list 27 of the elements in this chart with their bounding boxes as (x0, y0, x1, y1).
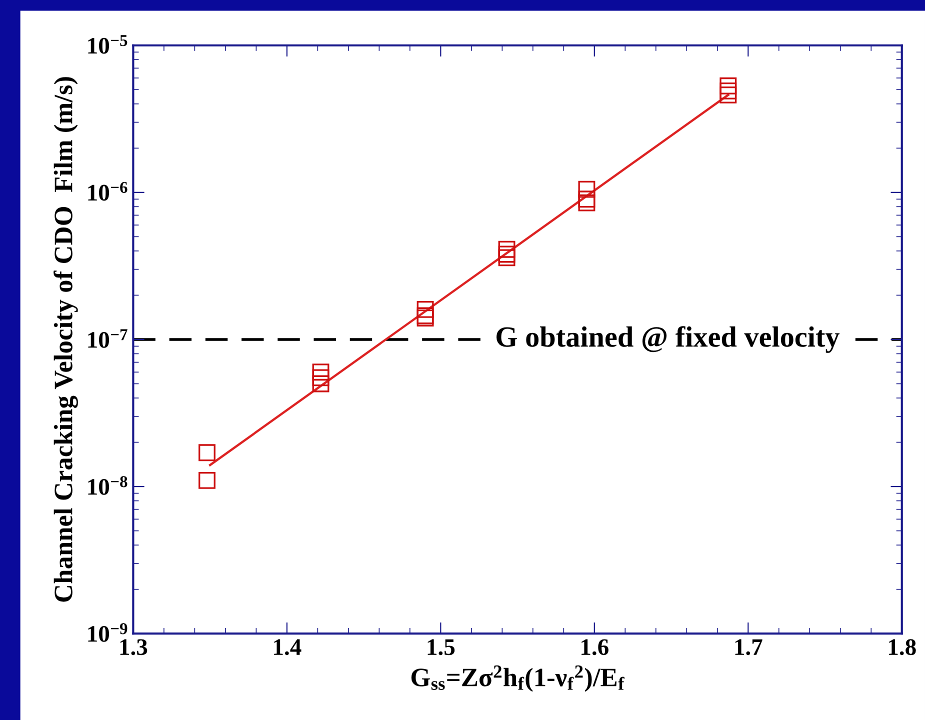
point (312, 369, 330, 386)
point (498, 246, 516, 263)
point (498, 240, 516, 258)
x-tick-label: 1.5 (428, 639, 455, 656)
point (578, 180, 596, 198)
point (720, 86, 737, 104)
y-tick-label: 10$^{−6}$ (88, 182, 128, 201)
y-tick-label: 10$^{−7}$ (88, 329, 128, 348)
point (312, 375, 330, 392)
ref-line-label: G obtained @ fixed velocity (496, 326, 840, 353)
y-tick-label: 10$^{−5}$ (88, 35, 128, 54)
y-tick-label: 10$^{−8}$ (88, 476, 128, 495)
y-axis-title: Channel Cracking Velocity of CDO Film (m/s) (54, 77, 78, 602)
point (198, 444, 216, 462)
point (720, 77, 737, 94)
point (198, 472, 216, 489)
point (312, 364, 330, 381)
x-tick-label: 1.7 (735, 639, 762, 656)
point (720, 82, 737, 100)
x-tick-label: 1.4 (274, 639, 302, 656)
x-tick-label: 1.6 (582, 639, 608, 656)
point (498, 249, 516, 266)
point (578, 190, 596, 208)
x-tick-label: 1.8 (889, 639, 916, 656)
point (416, 300, 434, 318)
point (578, 194, 596, 212)
text: G$_{ss}$=Zσ$^{2}$h$_{f}$(1-ν$_{f}$$^{2}$)/E$_{f}$ (411, 665, 624, 692)
